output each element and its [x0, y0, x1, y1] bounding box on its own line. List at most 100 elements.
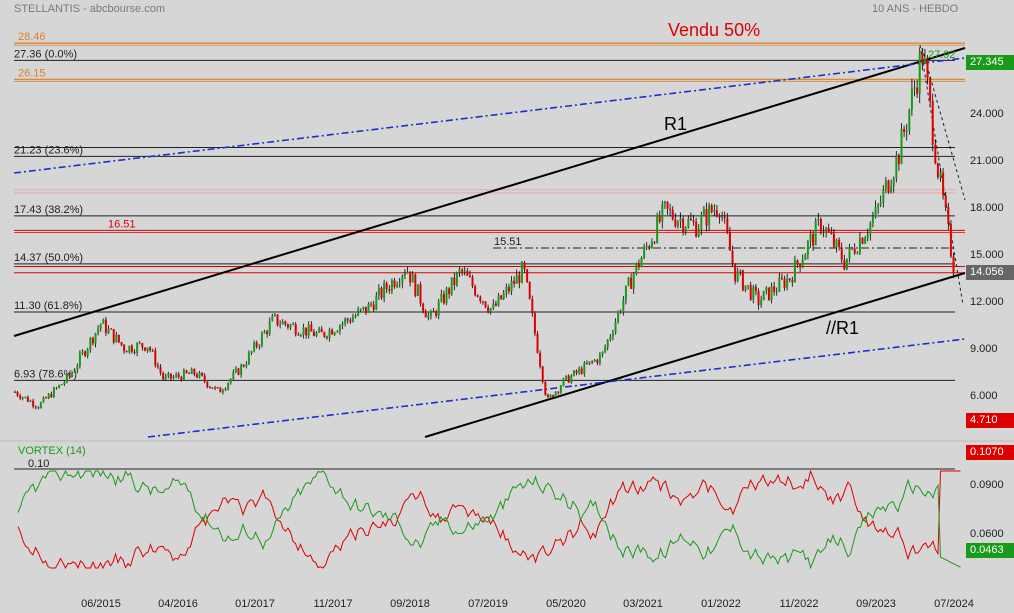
candle-body [835, 239, 838, 247]
vortex-level-label: 0.10 [28, 458, 49, 470]
candle-body [60, 384, 63, 386]
candle-body [398, 283, 401, 285]
candle-body [877, 204, 880, 208]
candle-body [578, 368, 581, 373]
candle-body [606, 339, 609, 348]
candle-body [318, 328, 321, 333]
candle-body [923, 58, 926, 64]
candle-body [463, 271, 466, 273]
candle-body [661, 203, 664, 222]
candle-body [793, 260, 796, 283]
candle-body [936, 163, 939, 178]
current-price-tag: 14.056 [966, 265, 1014, 280]
candle-body [632, 273, 635, 289]
candle-body [541, 366, 544, 382]
candle-body [128, 345, 131, 353]
candle-body [71, 372, 74, 377]
candle-body [715, 210, 718, 216]
candle-body [29, 400, 32, 402]
fib-level-label: 14.37 (50.0%) [14, 252, 83, 264]
candle-body [676, 221, 679, 227]
candle-body [900, 128, 903, 165]
candle-body [518, 274, 521, 283]
candle-body [247, 352, 250, 365]
candle-body [604, 347, 607, 352]
candle-body [832, 233, 835, 247]
candle-body [403, 273, 406, 276]
candle-body [666, 201, 669, 209]
candle-body [268, 321, 271, 335]
candle-body [474, 286, 477, 296]
candle-body [944, 195, 947, 208]
candle-body [188, 372, 191, 374]
candle-body [86, 349, 89, 356]
candle-body [697, 228, 700, 237]
candle-body [783, 278, 786, 288]
candle-body [500, 295, 503, 300]
candle-body [619, 311, 622, 313]
candle-body [601, 351, 604, 355]
candle-body [617, 311, 620, 322]
upper-blue-trendline [13, 57, 966, 174]
candle-body [479, 296, 482, 302]
candle-body [68, 374, 71, 377]
candle-body [544, 381, 547, 395]
candle-body [804, 254, 807, 261]
candle-body [806, 241, 809, 255]
candle-body [227, 382, 230, 389]
candle-body [323, 332, 326, 337]
candle-body [232, 371, 235, 379]
candle-body [305, 327, 308, 336]
candle-body [286, 324, 289, 328]
orange-level-label: 28.46 [18, 31, 46, 43]
candle-body [448, 288, 451, 295]
candle-body [182, 370, 185, 381]
candle-body [276, 314, 279, 326]
candle-body [739, 270, 742, 272]
candle-body [94, 333, 97, 344]
candle-body [375, 295, 378, 310]
candle-body [861, 238, 864, 244]
candle-body [455, 272, 458, 286]
candle-body [871, 216, 874, 223]
vortex-minus-line [17, 469, 961, 570]
candle-body [778, 277, 781, 292]
candle-body [611, 332, 614, 337]
candle-body [406, 271, 409, 274]
candle-body [292, 324, 295, 326]
candle-body [718, 215, 721, 218]
candle-body [747, 285, 750, 287]
candle-body [851, 247, 854, 249]
candle-body [591, 361, 594, 363]
candle-body [497, 295, 500, 306]
dashed-decline-1 [919, 44, 964, 306]
candle-body [757, 291, 760, 306]
candle-body [721, 217, 724, 219]
candle-body [175, 374, 178, 377]
candle-body [536, 333, 539, 353]
candle-body [424, 311, 427, 318]
candle-body [315, 332, 318, 337]
candle-body [635, 262, 638, 274]
candle-body [115, 334, 118, 343]
candle-body [947, 207, 950, 224]
candle-body [921, 53, 924, 64]
candle-body [471, 277, 474, 287]
orange-level-label: 26.15 [18, 67, 46, 79]
candle-body [214, 387, 217, 389]
candle-body [845, 258, 848, 270]
candle-body [614, 321, 617, 333]
candle-body [908, 109, 911, 131]
candle-body [879, 202, 882, 205]
candle-body [258, 345, 261, 347]
candle-body [390, 280, 393, 291]
candle-body [435, 311, 438, 316]
candle-body [663, 201, 666, 204]
candle-body [487, 307, 490, 312]
candle-body [692, 220, 695, 222]
candle-body [110, 328, 113, 330]
candle-body [736, 271, 739, 282]
candle-body [609, 336, 612, 340]
candle-body [809, 234, 812, 242]
candle-body [567, 375, 570, 383]
